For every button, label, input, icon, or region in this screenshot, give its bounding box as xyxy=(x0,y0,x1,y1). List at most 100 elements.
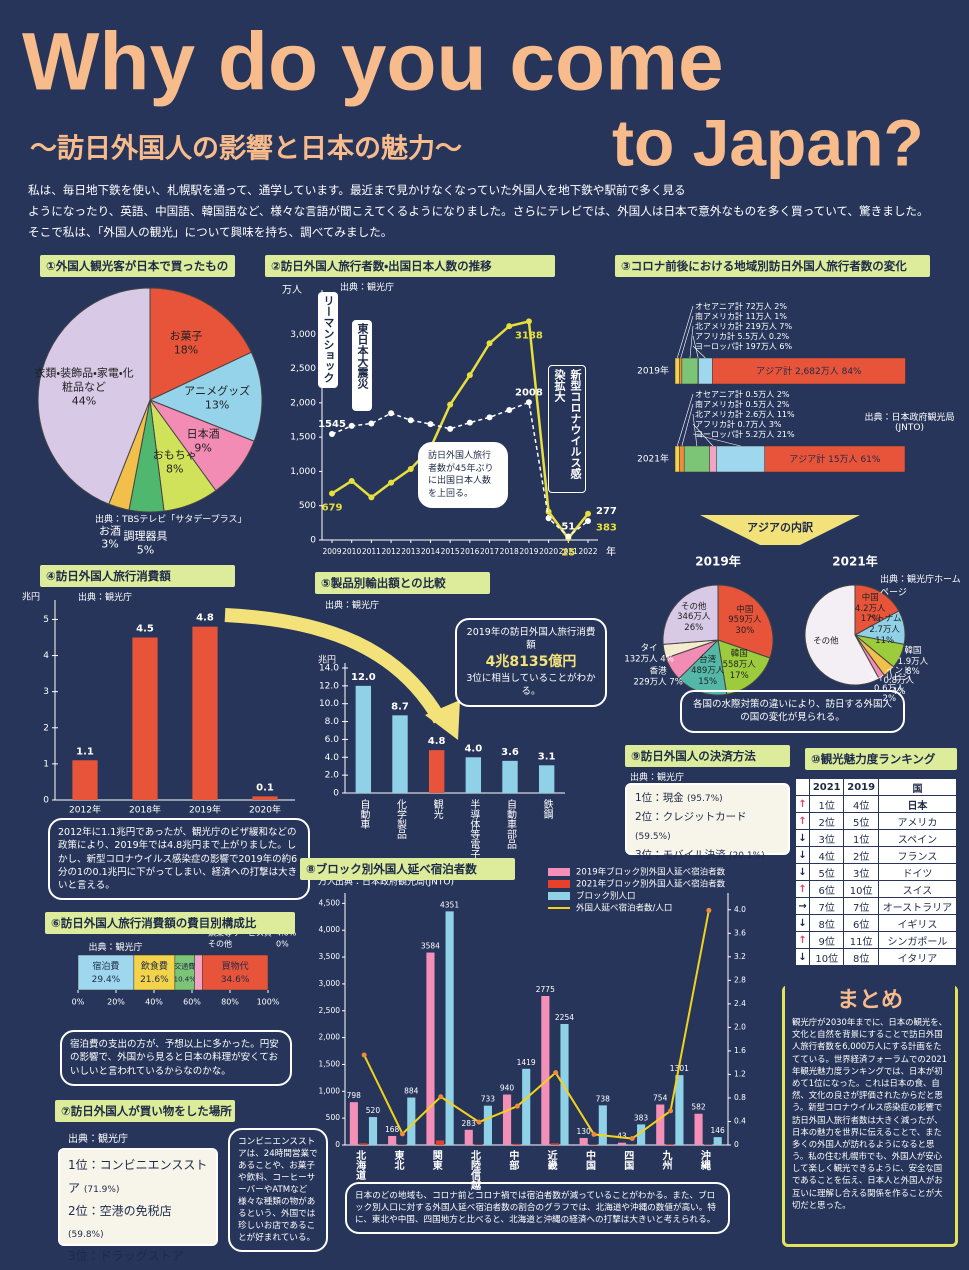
value-label: 0.2% xyxy=(769,332,790,341)
x-tick-label: 四国 xyxy=(622,1150,634,1171)
ranking-row: ↑2位5位アメリカ xyxy=(796,813,957,830)
rank: 3位： xyxy=(68,1249,100,1263)
ranking-cell: 2位 xyxy=(844,847,878,864)
bar xyxy=(465,1130,473,1145)
value-label: 10.4% xyxy=(174,976,197,984)
point xyxy=(553,1070,558,1075)
slice-value: 30% xyxy=(735,626,754,636)
bar xyxy=(513,1144,521,1145)
header-cell xyxy=(796,779,810,796)
amount: 0.7万人 xyxy=(738,420,767,429)
series-name: ヨーロッパ計 xyxy=(695,341,743,351)
share: (20.1%) xyxy=(729,851,765,861)
slice-amount: 229万人 xyxy=(633,677,666,687)
data-label: 940 xyxy=(500,1084,515,1093)
data-label: 884 xyxy=(404,1087,419,1096)
series-name: アジア計 xyxy=(789,453,825,465)
bar-segment xyxy=(682,358,698,384)
axis-unit: 万人 xyxy=(282,285,302,296)
data-label: 283 xyxy=(462,1119,477,1128)
data-label: 25 xyxy=(561,547,575,558)
data-label: 1.1 xyxy=(76,746,94,757)
rank: 1位： xyxy=(68,1158,100,1172)
x-tick-label: 2012年 xyxy=(69,804,101,816)
ranking-cell: オーストラリア xyxy=(878,898,956,915)
title-2: to Japan? xyxy=(612,105,924,179)
slice-name: お菓子 xyxy=(170,330,203,343)
point xyxy=(515,1104,520,1109)
point xyxy=(668,1108,673,1113)
source: 出典：観光庁 xyxy=(78,590,132,603)
y2-tick-label: 0.8 xyxy=(734,1093,746,1102)
bar-segment xyxy=(680,446,685,472)
item: ドラッグストア xyxy=(100,1249,184,1263)
y-tick-label: 2,500 xyxy=(319,1006,341,1015)
point xyxy=(487,414,493,420)
share: (95.7%) xyxy=(687,794,723,804)
rank: 3位： xyxy=(635,849,663,861)
ranking-cell: 日本 xyxy=(878,796,956,813)
callout-amount: 4兆8135億円 xyxy=(486,654,577,670)
section-title: ①外国人観光客が日本で買ったもの xyxy=(40,255,235,277)
y-tick-label: 1,500 xyxy=(319,1059,341,1068)
x-tick-label: 2018 xyxy=(500,547,519,556)
intro: 私は、毎日地下鉄を使い、札幌駅を通って、通学しています。最近まで見かけなくなって… xyxy=(28,180,953,243)
callout-heading: 2019年の訪日外国人旅行消費額 xyxy=(467,627,596,651)
segment-label: 南アメリカ計 0.5万人 2% xyxy=(695,399,790,409)
point xyxy=(585,511,591,517)
slice-amount: 346万人 xyxy=(677,612,710,622)
list-item: 1位：現金 (95.7%) xyxy=(635,789,780,808)
slice-name: 香港 xyxy=(650,666,667,676)
y2-tick-label: 3.2 xyxy=(734,952,746,961)
list-item: 3位：モバイル決済 (20.1%) xyxy=(635,846,780,865)
x-tick-label: 20% xyxy=(107,998,125,1007)
bar-segment xyxy=(698,358,712,384)
ranking-row: ↑6位10位スイス xyxy=(796,881,957,898)
amount: 72万人 xyxy=(746,302,772,311)
bar xyxy=(599,1105,607,1145)
slice-amount: 0.6万人 xyxy=(874,684,905,694)
bar-segment xyxy=(710,446,717,472)
series-name: アフリカ計 xyxy=(695,331,735,341)
summary-text: 観光庁が2030年までに、日本の観光を、文化と自然を背景にすることで訪日外国人旅… xyxy=(792,1016,948,1211)
slice-name: 日本酒 xyxy=(187,427,220,440)
data-label: 8.7 xyxy=(391,701,409,712)
x-tick-label: 関東 xyxy=(430,1150,442,1171)
leader xyxy=(677,394,693,446)
annotation: 訪日外国人旅行者数が45年ぶりに出国日本人数を上回る。 xyxy=(418,442,508,508)
series-name: ヨーロッパ計 xyxy=(695,429,743,439)
value-label: 21% xyxy=(777,430,795,439)
y-tick-label: 1,000 xyxy=(290,467,316,477)
value-label: 21.6% xyxy=(140,975,169,985)
x-tick-label: 近畿 xyxy=(545,1149,557,1171)
x-tick-label: 2018年 xyxy=(129,804,161,816)
x-tick-label: 2015 xyxy=(441,547,460,556)
y2-tick-label: 1.6 xyxy=(734,1046,746,1055)
segment-label: オセアニア計 0.5万人 2% xyxy=(695,389,790,399)
amount: 5.5万人 xyxy=(738,332,767,341)
item: モバイル決済 xyxy=(663,849,726,861)
source: 出典：観光庁 xyxy=(68,940,163,953)
point xyxy=(506,407,512,413)
series-name: 南アメリカ計 xyxy=(695,311,743,321)
segment-label: ヨーロッパ計 5.2万人 21% xyxy=(695,429,795,439)
axis-unit: 兆円 xyxy=(22,592,40,603)
bar xyxy=(466,757,481,793)
pie-title: 2019年 xyxy=(695,554,740,569)
y-tick-label: 4.0 xyxy=(325,753,340,763)
segment-label: オセアニア計 72万人 2% xyxy=(695,301,787,311)
x-tick-label: 2019 xyxy=(519,547,538,556)
slice-name: 中国 xyxy=(736,605,753,615)
x-tick-label: 自動車部品 xyxy=(505,798,517,850)
ranking-cell: ↓ xyxy=(796,847,810,864)
bar xyxy=(551,1143,559,1145)
x-tick-label: 2016 xyxy=(460,547,479,556)
ranking-cell: スイス xyxy=(878,881,956,898)
ranking-cell: ↓ xyxy=(796,830,810,847)
x-tick-label: 2014 xyxy=(421,547,440,556)
ranking-cell: フランス xyxy=(878,847,956,864)
y2-tick-label: 2.4 xyxy=(734,999,746,1008)
point xyxy=(526,318,532,324)
ranking-cell: ↓ xyxy=(796,864,810,881)
slice-label: アニメグッズ13% xyxy=(184,384,250,412)
